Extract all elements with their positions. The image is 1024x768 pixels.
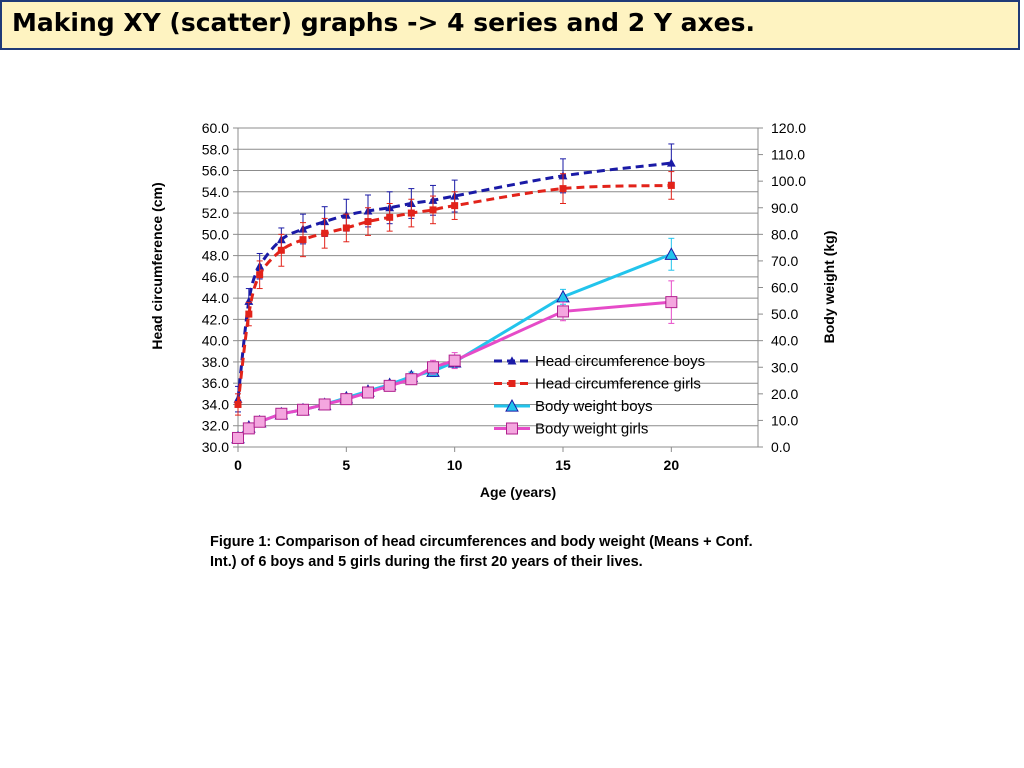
y-tick-label: 34.0 [202, 396, 229, 412]
legend-marker [506, 422, 518, 435]
x-tick-label: 15 [555, 457, 571, 473]
data-point [232, 431, 244, 444]
figure-caption: Figure 1: Comparison of head circumferen… [210, 534, 753, 570]
y2-tick-label: 120.0 [771, 120, 806, 136]
data-point [321, 229, 329, 237]
y2-tick-label: 10.0 [771, 412, 798, 428]
series-2 [234, 171, 675, 416]
y-tick-label: 40.0 [202, 333, 229, 349]
gridlines [238, 127, 758, 448]
data-point [386, 213, 394, 221]
series-line [237, 300, 672, 440]
y2-tick-label: 80.0 [771, 226, 798, 242]
x-tick-label: 20 [664, 457, 680, 473]
slide-title: Making XY (scatter) graphs -> 4 series a… [12, 8, 756, 37]
y-axis-title: Head circumference (cm) [149, 182, 165, 349]
title-bar: Making XY (scatter) graphs -> 4 series a… [0, 0, 1020, 50]
data-point [559, 185, 567, 193]
y-tick-label: 46.0 [202, 269, 229, 285]
y-tick-label: 58.0 [202, 141, 229, 157]
data-point [407, 209, 415, 217]
data-point [362, 386, 374, 399]
series-4 [232, 280, 678, 444]
legend: Head circumference boys Head circumferenc… [494, 353, 705, 438]
series [231, 143, 679, 444]
y2-tick-label: 20.0 [771, 386, 798, 402]
data-point [318, 398, 331, 411]
y-tick-label: 50.0 [202, 226, 229, 242]
x-tick-label: 10 [447, 457, 463, 473]
data-point [234, 400, 242, 408]
data-point [275, 407, 288, 420]
y2-tick-label: 110.0 [771, 147, 805, 163]
y-tick-label: 38.0 [202, 354, 229, 370]
data-point [405, 373, 418, 386]
y2-tick-label: 90.0 [771, 200, 798, 216]
data-point [256, 271, 264, 279]
y2-tick-label: 60.0 [771, 280, 798, 296]
y2-tick-label: 70.0 [771, 253, 798, 269]
y-tick-label: 42.0 [202, 311, 229, 327]
data-point [245, 310, 253, 318]
y2-tick-label: 40.0 [771, 333, 798, 349]
data-point [666, 158, 676, 167]
legend-label: Head circumference girls [535, 376, 701, 393]
data-point [429, 206, 437, 214]
data-point [427, 361, 439, 374]
data-point [383, 379, 396, 392]
data-point [448, 354, 461, 367]
data-point [557, 305, 569, 318]
legend-label: Body weight girls [535, 421, 648, 438]
y-tick-label: 56.0 [202, 163, 229, 179]
axes: 30.0 32.0 34.0 36.0 38.0 40.0 42.0 44.0 46.0 48.0… [149, 120, 837, 500]
data-point [253, 415, 266, 428]
data-point [451, 202, 459, 210]
y2-tick-label: 100.0 [771, 173, 806, 189]
legend-marker [508, 380, 516, 387]
data-point [664, 247, 679, 260]
data-point [242, 422, 255, 435]
y-tick-label: 60.0 [202, 120, 229, 136]
y-tick-label: 48.0 [202, 248, 229, 264]
data-point [364, 218, 372, 226]
legend-label: Head circumference boys [535, 353, 705, 370]
y2-tick-label: 50.0 [771, 306, 798, 322]
data-point [665, 296, 678, 309]
y2-tick-label: 30.0 [771, 359, 798, 375]
x-axis-title: Age (years) [480, 484, 556, 500]
data-point [340, 393, 353, 406]
y2-axis-title: Body weight (kg) [821, 231, 837, 344]
data-point [277, 246, 285, 254]
x-tick-label: 0 [234, 457, 242, 473]
y-tick-label: 54.0 [202, 184, 229, 200]
data-point [299, 236, 307, 244]
legend-marker [507, 356, 517, 365]
y-tick-label: 32.0 [202, 418, 229, 434]
y-tick-label: 44.0 [202, 290, 229, 306]
y-tick-label: 52.0 [202, 205, 229, 221]
data-point [297, 403, 309, 416]
legend-marker [505, 398, 519, 412]
legend-label: Body weight boys [535, 398, 653, 415]
x-tick-label: 5 [342, 457, 350, 473]
y-tick-label: 30.0 [202, 439, 229, 455]
y-tick-label: 36.0 [202, 375, 229, 391]
data-point [342, 224, 350, 232]
data-point [667, 181, 675, 189]
y2-tick-label: 0.0 [771, 439, 791, 455]
